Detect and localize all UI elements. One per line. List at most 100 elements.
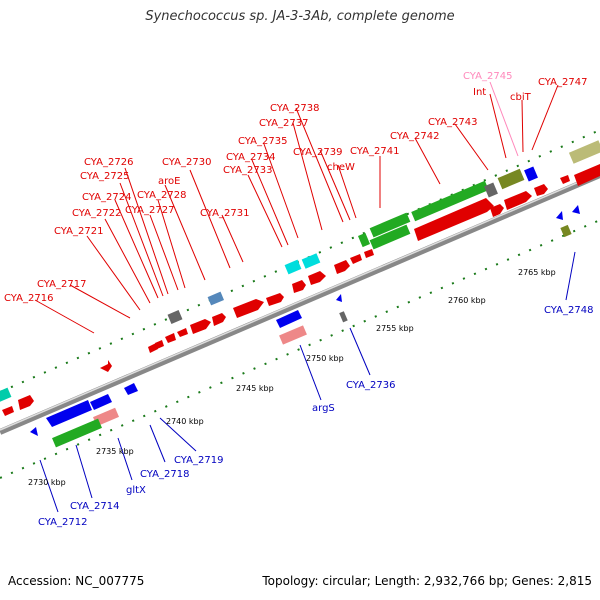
gene-cya2718[interactable] xyxy=(52,418,102,448)
gene-cya2736[interactable] xyxy=(339,311,348,323)
accession-text: Accession: NC_007775 xyxy=(8,574,145,588)
gene-label[interactable]: CYA_2728 xyxy=(137,190,186,201)
gene-label[interactable]: aroE xyxy=(158,176,180,187)
gene-label[interactable]: CYA_2716 xyxy=(4,293,53,304)
gene-label[interactable]: CYA_2727 xyxy=(125,205,174,216)
tick-label: 2735 kbp xyxy=(96,447,134,456)
gene-cya2748[interactable] xyxy=(560,224,572,238)
gene-cbit[interactable] xyxy=(490,204,504,217)
tick-label: 2755 kbp xyxy=(376,324,414,333)
gene-chew[interactable] xyxy=(364,249,374,258)
gene-label[interactable]: CYA_2731 xyxy=(200,208,249,219)
gene-left-red2[interactable] xyxy=(2,406,14,416)
gene-label[interactable]: cheW xyxy=(327,162,355,173)
gene-cya2743[interactable] xyxy=(484,182,498,198)
gene-cya2748-arrow[interactable] xyxy=(556,211,563,220)
gene-label-pink[interactable]: CYA_2745 xyxy=(463,71,512,82)
tick-label: 2760 kbp xyxy=(448,296,486,305)
gene-left-teal[interactable] xyxy=(0,387,12,403)
gene-label[interactable]: CYA_2712 xyxy=(38,517,87,528)
gene-label[interactable]: CYA_2739 xyxy=(293,147,342,158)
gene-args-pink[interactable] xyxy=(279,325,307,345)
gene-label[interactable]: CYA_2730 xyxy=(162,157,211,168)
gene-label[interactable]: argS xyxy=(312,403,335,414)
gene-label[interactable]: Int xyxy=(473,87,486,98)
gene-aroE[interactable] xyxy=(207,291,225,306)
gene-int[interactable] xyxy=(497,168,525,190)
gene-cya2734[interactable] xyxy=(301,253,321,269)
tick-label: 2745 kbp xyxy=(236,384,274,393)
gene-label[interactable]: gltX xyxy=(126,485,146,496)
gene-label[interactable]: CYA_2734 xyxy=(226,152,275,163)
gene-cya2736-arrow[interactable] xyxy=(336,294,342,302)
gene-cya2733[interactable] xyxy=(284,259,302,275)
gene-right-blue[interactable] xyxy=(572,205,580,214)
gene-label[interactable]: CYA_2733 xyxy=(223,165,272,176)
bottom-gene-labels: CYA_2712 CYA_2714 gltX CYA_2718 CYA_2719… xyxy=(38,305,593,528)
top-gene-labels: CYA_2716 CYA_2717 CYA_2721 CYA_2722 CYA_… xyxy=(4,71,587,304)
gene-label[interactable]: CYA_2719 xyxy=(174,455,223,466)
gene-label[interactable]: CYA_2737 xyxy=(259,118,308,129)
gene-label[interactable]: CYA_2724 xyxy=(82,192,131,203)
gene-cya2730[interactable] xyxy=(266,293,284,306)
gene-label[interactable]: CYA_2738 xyxy=(270,103,319,114)
gene-args[interactable] xyxy=(276,310,302,328)
gene-cya2726[interactable] xyxy=(190,319,211,334)
gene-gltx-blue[interactable] xyxy=(90,394,112,410)
gene-cya2742a[interactable] xyxy=(369,212,411,238)
gene-label[interactable]: CYA_2736 xyxy=(346,380,395,391)
tick-label: 2765 kbp xyxy=(518,268,556,277)
gene-cya2747b[interactable] xyxy=(534,184,548,196)
gene-label[interactable]: CYA_2747 xyxy=(538,77,587,88)
gene-label[interactable]: CYA_2722 xyxy=(72,208,121,219)
gene-label[interactable]: CYA_2718 xyxy=(140,469,189,480)
gene-cya2737[interactable] xyxy=(308,271,326,285)
gene-left-red[interactable] xyxy=(18,395,34,410)
gene-cya2717[interactable] xyxy=(100,360,112,372)
gene-cya2747c[interactable] xyxy=(560,175,570,184)
gene-cya2728[interactable] xyxy=(233,299,264,318)
gene-label[interactable]: CYA_2748 xyxy=(544,305,593,316)
gene-label[interactable]: CYA_2726 xyxy=(84,157,133,168)
gene-gltx[interactable] xyxy=(93,407,119,427)
outer-dotted-ring xyxy=(0,129,600,393)
gene-cya2724[interactable] xyxy=(165,333,176,343)
gene-arog[interactable] xyxy=(167,310,183,324)
gene-cya2742-red[interactable] xyxy=(414,198,494,241)
gene-label[interactable]: CYA_2725 xyxy=(80,171,129,182)
gene-cya2727[interactable] xyxy=(212,313,226,326)
tick-labels: 2730 kbp 2735 kbp 2740 kbp 2745 kbp 2750… xyxy=(28,268,556,487)
pink-leader-line xyxy=(489,81,519,157)
gene-label[interactable]: cbiT xyxy=(510,92,532,103)
gene-cya2721[interactable] xyxy=(148,343,158,353)
gene-cya2712[interactable] xyxy=(30,427,38,436)
gene-cya2745[interactable] xyxy=(524,166,538,182)
gene-label[interactable]: CYA_2742 xyxy=(390,131,439,142)
forward-strand-genes xyxy=(0,140,600,416)
gene-khaki[interactable] xyxy=(568,140,600,164)
genome-backbone xyxy=(0,172,600,435)
gene-cya2747a[interactable] xyxy=(504,191,532,210)
reverse-strand-genes xyxy=(30,205,580,448)
gene-label[interactable]: CYA_2714 xyxy=(70,501,119,512)
top-leader-lines xyxy=(34,84,559,334)
gene-cya2722[interactable] xyxy=(155,340,164,349)
gene-cya2714[interactable] xyxy=(46,400,92,427)
gene-cya2738[interactable] xyxy=(334,260,350,274)
gene-label[interactable]: CYA_2741 xyxy=(350,146,399,157)
gene-cya2742b[interactable] xyxy=(369,224,411,250)
bottom-leader-lines xyxy=(39,251,576,513)
gene-label[interactable]: CYA_2735 xyxy=(238,136,287,147)
gene-cya2741[interactable] xyxy=(357,232,371,248)
gene-cya2719[interactable] xyxy=(124,383,138,395)
gene-label[interactable]: CYA_2721 xyxy=(54,226,103,237)
gene-cya2742c[interactable] xyxy=(411,180,489,222)
gene-label[interactable]: CYA_2717 xyxy=(37,279,86,290)
gene-cya2739[interactable] xyxy=(350,254,362,264)
inner-dotted-ring xyxy=(0,219,600,479)
gene-cya2735[interactable] xyxy=(292,280,306,293)
gene-cya2725[interactable] xyxy=(177,328,188,337)
gene-edge-red[interactable] xyxy=(574,164,600,186)
gene-label[interactable]: CYA_2743 xyxy=(428,117,477,128)
